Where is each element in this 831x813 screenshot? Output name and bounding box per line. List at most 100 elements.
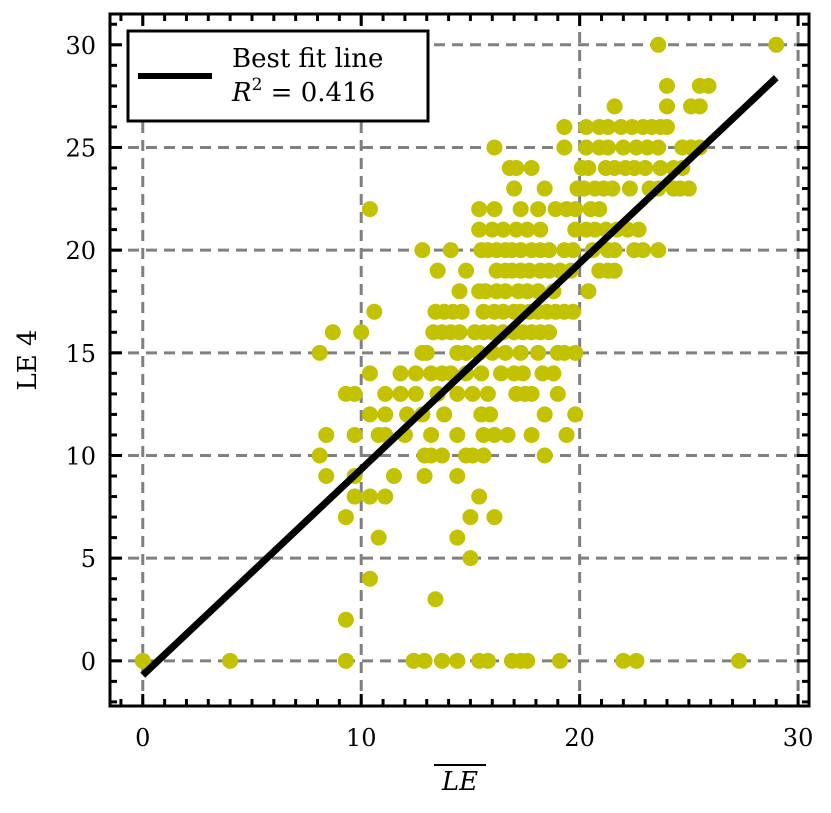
data-point bbox=[464, 385, 481, 402]
data-point bbox=[606, 242, 623, 259]
x-tick-labels: 0 10 20 30 bbox=[135, 724, 813, 752]
data-point bbox=[486, 426, 503, 443]
data-point bbox=[536, 180, 553, 197]
data-point bbox=[621, 180, 638, 197]
data-point bbox=[407, 365, 424, 382]
data-point bbox=[512, 344, 529, 361]
data-point bbox=[473, 365, 490, 382]
data-point bbox=[361, 201, 378, 218]
y-tick-labels: 0 5 10 15 20 25 30 bbox=[65, 32, 96, 676]
x-axis-title: LE bbox=[441, 767, 478, 797]
data-point bbox=[700, 77, 717, 94]
y-tick-label: 30 bbox=[65, 32, 96, 60]
data-point bbox=[346, 426, 363, 443]
data-point bbox=[519, 652, 536, 669]
data-point bbox=[361, 488, 378, 505]
data-point bbox=[628, 652, 645, 669]
data-point bbox=[565, 242, 582, 259]
data-point bbox=[530, 344, 547, 361]
data-point bbox=[471, 201, 488, 218]
data-point bbox=[530, 201, 547, 218]
data-point bbox=[578, 139, 595, 156]
data-point bbox=[652, 160, 669, 177]
data-point bbox=[650, 242, 667, 259]
data-point bbox=[318, 426, 335, 443]
data-point bbox=[580, 160, 597, 177]
data-point bbox=[222, 652, 239, 669]
data-point bbox=[423, 426, 440, 443]
y-tick-label: 5 bbox=[81, 545, 96, 573]
data-point bbox=[370, 529, 387, 546]
data-point bbox=[532, 221, 549, 238]
data-point bbox=[567, 201, 584, 218]
data-point bbox=[556, 118, 573, 135]
data-point bbox=[449, 426, 466, 443]
plot-frame bbox=[108, 12, 811, 708]
data-point bbox=[429, 262, 446, 279]
data-point bbox=[541, 324, 558, 341]
y-tick-label: 25 bbox=[65, 134, 96, 162]
data-point bbox=[451, 283, 468, 300]
y-tick-label: 20 bbox=[65, 237, 96, 265]
data-point bbox=[536, 447, 553, 464]
data-point bbox=[691, 98, 708, 115]
data-point bbox=[442, 242, 459, 259]
data-point bbox=[615, 139, 632, 156]
data-point bbox=[558, 426, 575, 443]
data-point bbox=[436, 406, 453, 423]
data-point bbox=[604, 180, 621, 197]
data-point bbox=[523, 385, 540, 402]
data-point bbox=[659, 98, 676, 115]
data-point bbox=[346, 385, 363, 402]
data-point bbox=[600, 118, 617, 135]
data-point bbox=[377, 488, 394, 505]
y-tick-label: 10 bbox=[65, 442, 96, 470]
data-point bbox=[768, 36, 785, 53]
data-point bbox=[453, 303, 470, 320]
data-point bbox=[361, 365, 378, 382]
data-point bbox=[449, 529, 466, 546]
data-point bbox=[311, 344, 328, 361]
data-point bbox=[606, 98, 623, 115]
data-point bbox=[659, 118, 676, 135]
data-point bbox=[508, 160, 525, 177]
data-point bbox=[458, 344, 475, 361]
data-point bbox=[493, 365, 510, 382]
data-point bbox=[475, 447, 492, 464]
data-point bbox=[479, 652, 496, 669]
data-point bbox=[479, 385, 496, 402]
data-point bbox=[486, 139, 503, 156]
legend: Best fit line R2 = 0.416 bbox=[126, 29, 430, 123]
data-point bbox=[580, 283, 597, 300]
y-tick-label: 15 bbox=[65, 340, 96, 368]
data-point bbox=[311, 447, 328, 464]
data-point bbox=[486, 201, 503, 218]
data-point bbox=[366, 303, 383, 320]
data-point bbox=[451, 324, 468, 341]
data-point bbox=[659, 77, 676, 94]
data-point bbox=[731, 652, 748, 669]
x-tick-label: 20 bbox=[564, 724, 595, 752]
data-point bbox=[541, 242, 558, 259]
data-point bbox=[337, 509, 354, 526]
data-point bbox=[497, 344, 514, 361]
best-fit-line bbox=[140, 75, 779, 678]
data-point bbox=[346, 488, 363, 505]
data-point bbox=[337, 652, 354, 669]
data-point bbox=[486, 509, 503, 526]
data-point bbox=[536, 406, 553, 423]
data-point bbox=[600, 139, 617, 156]
data-point bbox=[512, 201, 529, 218]
data-point bbox=[556, 139, 573, 156]
data-point bbox=[337, 611, 354, 628]
data-point bbox=[506, 180, 523, 197]
data-point bbox=[434, 447, 451, 464]
data-point bbox=[416, 652, 433, 669]
data-point bbox=[499, 426, 516, 443]
best-fit-line-group bbox=[140, 75, 779, 678]
x-tick-label: 0 bbox=[135, 724, 150, 752]
data-point bbox=[407, 385, 424, 402]
data-point bbox=[449, 652, 466, 669]
data-point bbox=[392, 385, 409, 402]
